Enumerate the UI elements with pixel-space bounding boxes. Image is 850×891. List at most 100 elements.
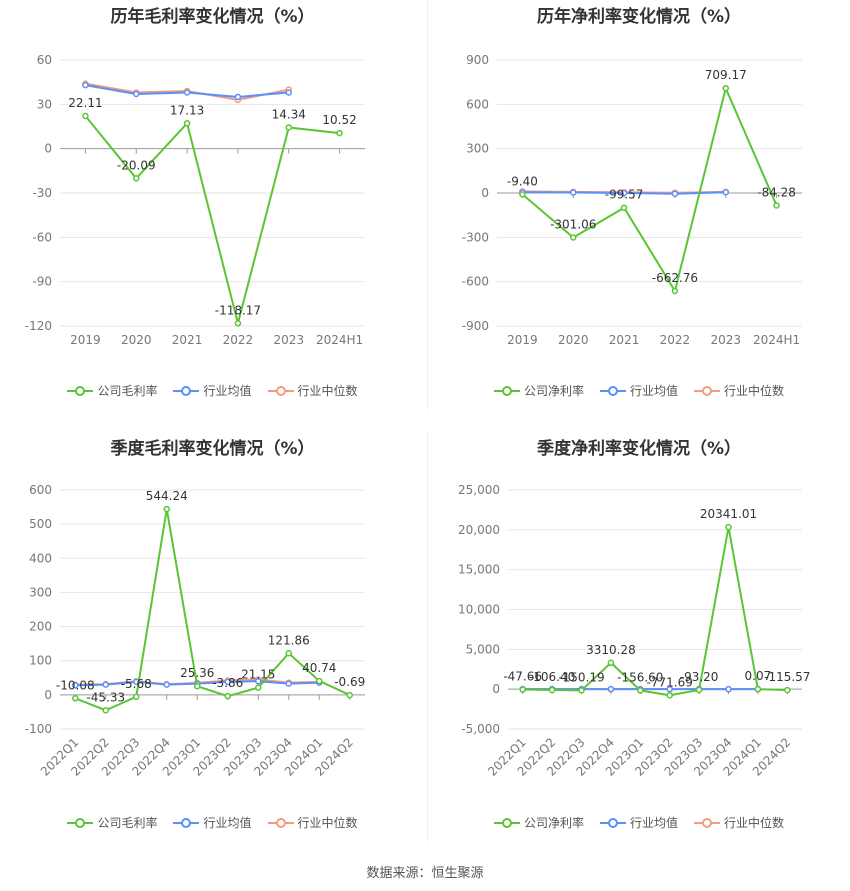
panel-divider bbox=[427, 432, 428, 842]
y-tick-label: 25,000 bbox=[458, 483, 500, 497]
legend-item-industry-average[interactable]: 行业均值 bbox=[599, 382, 678, 399]
legend-item-industry-median[interactable]: 行业中位数 bbox=[694, 382, 784, 399]
legend-item-industry-average[interactable]: 行业均值 bbox=[173, 814, 252, 831]
legend-line-icon bbox=[173, 385, 200, 397]
data-point-company bbox=[725, 523, 732, 531]
panel-divider bbox=[427, 0, 428, 410]
legend-item-industry-median[interactable]: 行业中位数 bbox=[694, 814, 784, 831]
chart-quarterly-gross-margin: 季度毛利率变化情况（%） 600 500 400 300 200 100 0 -100 2022… bbox=[0, 432, 425, 842]
data-label: 709.17 bbox=[705, 68, 747, 82]
x-tick-label: 2020 bbox=[558, 333, 589, 347]
legend-line-icon bbox=[67, 817, 94, 829]
data-point-company bbox=[519, 686, 526, 693]
data-point-company bbox=[234, 320, 242, 327]
legend-item-company[interactable]: 公司毛利率 bbox=[67, 814, 157, 831]
data-label: -118.17 bbox=[215, 303, 261, 317]
data-point-company bbox=[548, 686, 556, 694]
data-label: 3310.28 bbox=[586, 643, 636, 657]
data-point-company bbox=[773, 202, 780, 209]
data-point-industry-average bbox=[234, 93, 242, 101]
data-point-industry-average bbox=[183, 89, 191, 96]
chart-canvas: 6005004003002001000-1002022Q12022Q22022Q… bbox=[25, 483, 366, 779]
data-point-company bbox=[722, 84, 729, 92]
y-tick-label: -900 bbox=[462, 319, 489, 333]
data-source-note: 数据来源：恒生聚源 bbox=[366, 866, 484, 881]
data-point-company bbox=[183, 120, 191, 127]
chart-legend[interactable]: 公司净利率 行业均值 行业中位数 bbox=[428, 814, 850, 831]
data-label: 0.07 bbox=[745, 669, 772, 683]
chart-legend[interactable]: 公司毛利率 行业均值 行业中位数 bbox=[0, 814, 425, 831]
data-label: 21.15 bbox=[241, 668, 275, 682]
legend-label: 行业均值 bbox=[629, 816, 678, 830]
data-label: -156.60 bbox=[617, 670, 663, 684]
data-point-industry-average bbox=[671, 190, 679, 197]
data-point-industry-average bbox=[285, 89, 292, 96]
legend-line-icon bbox=[267, 817, 294, 829]
legend-label: 行业中位数 bbox=[724, 816, 785, 830]
legend-label: 公司毛利率 bbox=[97, 384, 158, 398]
y-tick-label: 0 bbox=[481, 186, 489, 200]
data-label: -115.57 bbox=[764, 670, 810, 684]
data-label: -106.40 bbox=[529, 670, 575, 684]
legend-item-industry-median[interactable]: 行业中位数 bbox=[267, 382, 358, 399]
y-tick-label: -60 bbox=[32, 230, 52, 244]
data-point-industry-average bbox=[607, 685, 615, 693]
x-tick-label: 2023 bbox=[273, 333, 304, 347]
data-label: -47.66 bbox=[503, 670, 542, 684]
y-tick-label: 300 bbox=[29, 585, 52, 599]
data-point-company bbox=[784, 686, 791, 694]
y-tick-label: -600 bbox=[462, 275, 489, 289]
legend-label: 公司净利率 bbox=[523, 816, 584, 830]
data-label: -99.57 bbox=[605, 188, 644, 202]
y-tick-label: 600 bbox=[466, 97, 489, 111]
data-point-company bbox=[578, 687, 585, 694]
data-label: -45.33 bbox=[86, 690, 125, 704]
data-label: -9.40 bbox=[507, 174, 538, 188]
data-point-industry-average bbox=[133, 90, 140, 98]
legend-item-company[interactable]: 公司毛利率 bbox=[67, 382, 157, 399]
legend-item-industry-median[interactable]: 行业中位数 bbox=[267, 814, 358, 831]
chart-title: 历年净利率变化情况（%） bbox=[536, 7, 742, 27]
legend-label: 公司净利率 bbox=[523, 384, 584, 398]
data-label: -5.68 bbox=[121, 677, 152, 691]
data-point-company bbox=[316, 677, 323, 685]
data-label: 20341.01 bbox=[700, 507, 757, 521]
legend-item-company[interactable]: 公司净利率 bbox=[493, 814, 584, 831]
chart-legend[interactable]: 公司毛利率 行业均值 行业中位数 bbox=[0, 382, 425, 399]
data-point-company bbox=[346, 691, 353, 699]
data-label: 121.86 bbox=[268, 633, 310, 647]
data-point-industry-average bbox=[82, 81, 89, 89]
x-tick-label: 2019 bbox=[507, 333, 538, 347]
legend-item-industry-average[interactable]: 行业均值 bbox=[173, 382, 252, 399]
data-point-company bbox=[336, 129, 343, 137]
data-point-industry-average bbox=[285, 680, 292, 687]
x-tick-label: 2021 bbox=[172, 333, 203, 347]
data-point-company bbox=[285, 124, 292, 131]
data-point-industry-average bbox=[725, 685, 732, 693]
data-label: -0.69 bbox=[334, 675, 365, 689]
y-tick-label: 300 bbox=[466, 142, 489, 156]
data-point-industry-average bbox=[224, 678, 231, 686]
y-tick-label: 30 bbox=[37, 97, 52, 111]
y-tick-label: 15,000 bbox=[458, 563, 500, 577]
data-point-company bbox=[519, 191, 526, 198]
data-point-company bbox=[695, 686, 703, 694]
y-tick-label: 0 bbox=[44, 142, 52, 156]
legend-line-icon bbox=[267, 385, 294, 397]
legend-line-icon bbox=[173, 817, 200, 829]
chart-canvas: 25,00020,00015,00010,0005,0000-5,0002022… bbox=[458, 483, 810, 779]
chart-annual-net-margin: 历年净利率变化情况（%） 900 600 300 0 -300 -600 -900 2019 2… bbox=[428, 0, 850, 410]
legend-item-company[interactable]: 公司净利率 bbox=[493, 382, 584, 399]
y-tick-label: -300 bbox=[462, 230, 489, 244]
data-label: -84.28 bbox=[757, 185, 796, 199]
data-point-industry-average bbox=[570, 189, 577, 196]
data-label: 544.24 bbox=[146, 489, 188, 503]
legend-line-icon bbox=[599, 385, 626, 397]
legend-item-industry-average[interactable]: 行业均值 bbox=[599, 814, 678, 831]
data-point-industry-average bbox=[255, 677, 262, 685]
data-point-industry-average bbox=[666, 685, 673, 693]
chart-legend[interactable]: 公司净利率 行业均值 行业中位数 bbox=[428, 382, 850, 399]
data-point-company bbox=[224, 692, 231, 700]
legend-line-icon bbox=[493, 817, 520, 829]
x-tick-label: 2021 bbox=[609, 333, 640, 347]
